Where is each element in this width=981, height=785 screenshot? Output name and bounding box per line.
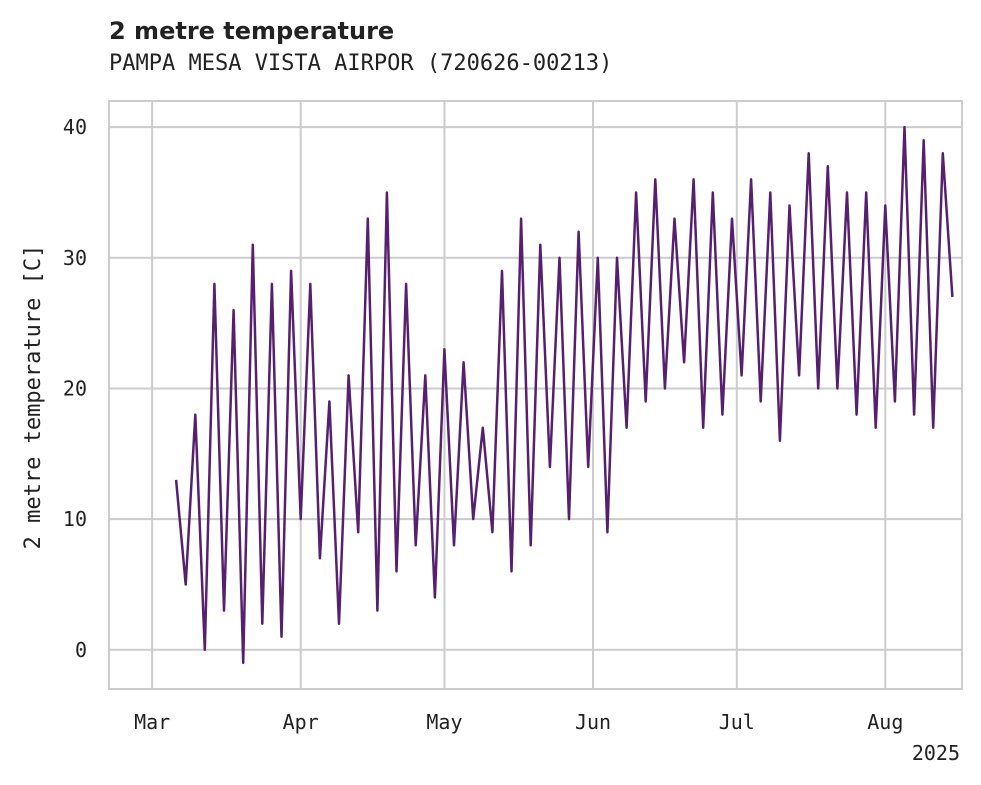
- y-tick-labels: 0 10 20 30 40: [63, 115, 87, 662]
- x-tick-labels: Mar Apr May Jun Jul Aug: [134, 710, 903, 734]
- plot-frame: [108, 100, 963, 690]
- y-tick-label: 20: [63, 376, 87, 400]
- x-tick-label: May: [426, 710, 462, 734]
- chart-title: 2 metre temperature: [109, 17, 395, 45]
- y-tick-label: 10: [63, 507, 87, 531]
- y-tick-label: 40: [63, 115, 87, 139]
- x-tick-label: Mar: [134, 710, 170, 734]
- chart-subtitle: PAMPA MESA VISTA AIRPOR (720626-00213): [109, 51, 613, 76]
- x-tick-label: Jun: [575, 710, 611, 734]
- x-tick-label: Aug: [867, 710, 903, 734]
- y-axis-label: 2 metre temperature [C]: [21, 245, 46, 550]
- y-tick-label: 30: [63, 246, 87, 270]
- temperature-series-line: [174, 125, 954, 665]
- series-group: [174, 125, 954, 665]
- x-year-label: 2025: [912, 741, 960, 765]
- y-tick-label: 0: [75, 638, 87, 662]
- x-tick-label: Jul: [719, 710, 755, 734]
- x-tick-label: Apr: [283, 710, 319, 734]
